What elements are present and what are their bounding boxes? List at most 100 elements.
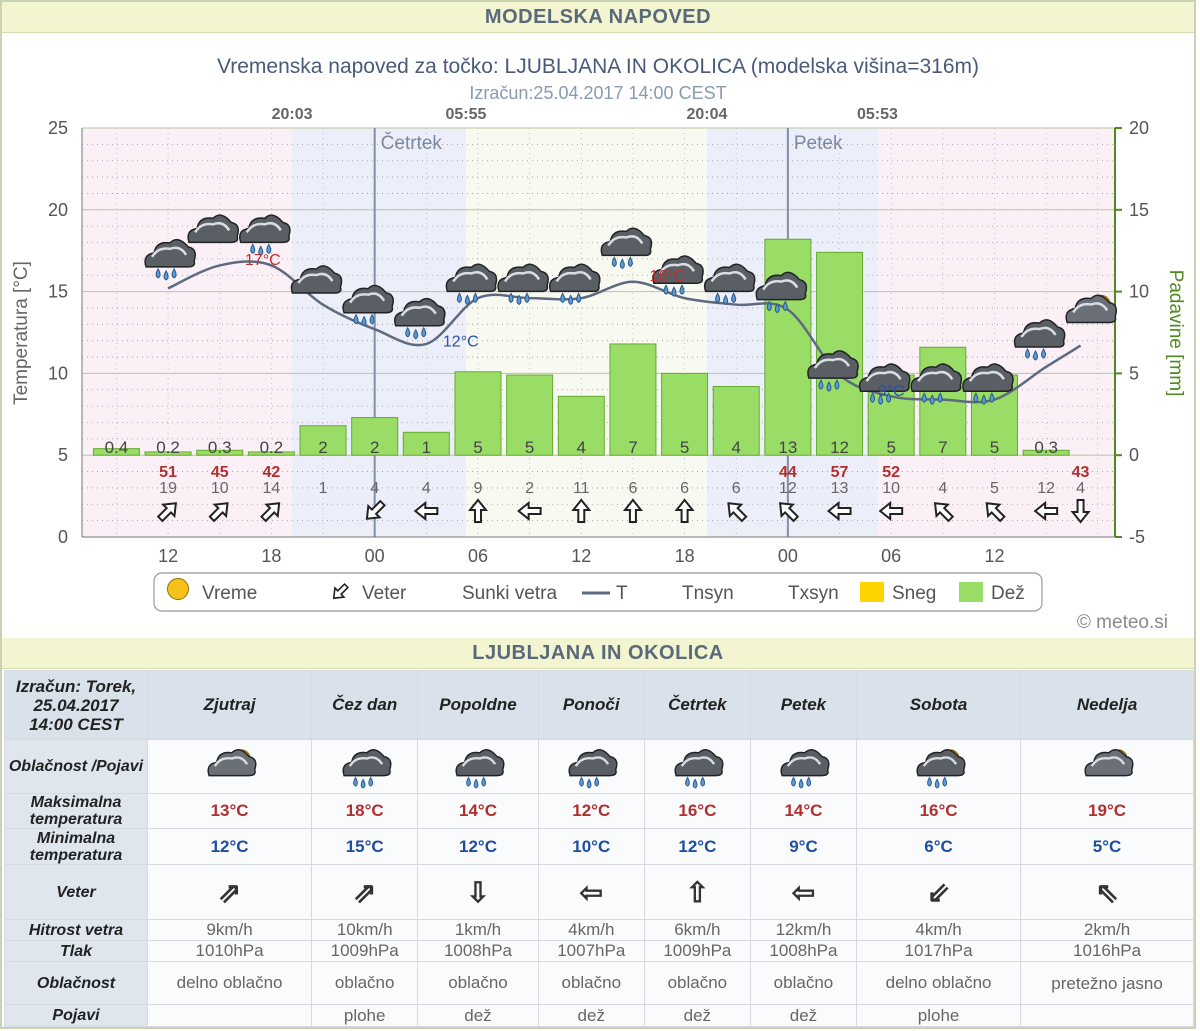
weather-icon-cell xyxy=(1020,739,1194,794)
rain-drop xyxy=(941,776,947,787)
background-band xyxy=(292,128,466,537)
cloud-highlight xyxy=(213,755,248,767)
precip-label: 5 xyxy=(680,438,689,457)
row-label-tmax-line2: temperatura xyxy=(29,811,123,828)
rain-cloud-icon xyxy=(910,363,963,405)
wind-arrow-icon xyxy=(933,502,955,523)
cloud-shape xyxy=(393,297,446,327)
precip-label: 4 xyxy=(577,438,586,457)
rain-drop xyxy=(464,294,470,305)
rain-cloud-icon xyxy=(342,748,392,788)
cloud-cover-value: oblačno xyxy=(643,961,751,1005)
rain-drop xyxy=(934,777,940,788)
temperature-annotation: 16°C xyxy=(649,268,685,285)
rain-drop xyxy=(878,394,884,405)
wind-arrow-icon xyxy=(365,499,386,520)
rain-drop xyxy=(782,300,788,312)
wind-gust-value: 43 xyxy=(1072,464,1090,481)
precip-label: 2 xyxy=(370,438,379,457)
cloud-highlight xyxy=(922,755,957,767)
rain-drop xyxy=(524,292,530,303)
rain-cloud-icon xyxy=(455,748,505,788)
cloud-shape xyxy=(497,263,549,293)
pressure-value: 1010hPa xyxy=(146,940,313,962)
sun-rain-icon xyxy=(916,748,966,788)
precip-label: 5 xyxy=(990,438,999,457)
cloud-shape xyxy=(1084,748,1134,776)
table-weather-icon xyxy=(207,748,257,776)
row-label-speed: Hitrost vetra xyxy=(4,919,148,941)
corner-line-3: 14:00 CEST xyxy=(29,714,123,734)
pressure-value: 1017hPa xyxy=(855,940,1022,962)
col-nedelja: Nedelja xyxy=(1020,670,1194,740)
y-tick-left: 20 xyxy=(48,200,68,220)
precip-bar xyxy=(764,238,812,456)
wind-arrow-icon xyxy=(1033,500,1059,522)
x-tick-label: 18 xyxy=(675,546,695,566)
wind-arrow-shape xyxy=(622,498,644,523)
sun-time-label: 05:53 xyxy=(857,106,898,123)
weather-icon-cell xyxy=(855,739,1022,794)
rain-drop xyxy=(826,381,832,392)
sun-cloud-icon xyxy=(1084,748,1134,776)
cloud-shape xyxy=(568,748,618,776)
wind-arrow-icon xyxy=(622,498,644,523)
rain-cloud-icon xyxy=(548,263,601,305)
wind-arrow-shape xyxy=(674,498,695,523)
cloud-highlight xyxy=(461,755,497,767)
rain-drop xyxy=(937,392,943,403)
row-label-tmax: Maksimalna temperatura xyxy=(4,793,148,829)
rain-cloud-icon xyxy=(674,748,724,788)
rain-cloud-icon xyxy=(703,263,756,305)
wind-arrow-icon: ⇦ xyxy=(749,864,858,920)
wind-arrow-icon xyxy=(778,502,800,523)
rain-drop xyxy=(818,379,824,390)
cloud-highlight xyxy=(245,221,282,234)
precip-label: 0.2 xyxy=(156,438,180,457)
wind-speed-value: 12 xyxy=(779,480,797,497)
tmax-value: 16°C xyxy=(855,793,1022,829)
wind-arrow-shape xyxy=(1070,499,1091,524)
rain-drop xyxy=(973,392,979,403)
rain-cloud-icon xyxy=(807,350,859,392)
rain-drop xyxy=(586,777,592,788)
rain-drop xyxy=(679,284,685,295)
wind-arrow-shape xyxy=(985,502,1006,523)
phenomena-value: plohe xyxy=(311,1004,419,1027)
cloud-shape xyxy=(780,748,830,776)
phenomena-value: dež xyxy=(643,1004,751,1027)
wind-speed-value: 10km/h xyxy=(311,919,419,941)
weather-icon-cell xyxy=(146,739,313,794)
rain-cloud-icon xyxy=(1013,319,1066,361)
precip-bar xyxy=(1022,449,1070,456)
y-tick-left: 10 xyxy=(48,363,68,383)
cloud-shape xyxy=(703,263,756,293)
tmin-value: 15°C xyxy=(311,828,419,865)
legend-veter: Veter xyxy=(362,583,407,604)
wind-speed-value: 1 xyxy=(319,480,328,497)
pressure-value: 1016hPa xyxy=(1020,940,1194,962)
table-weather-icon-group xyxy=(342,748,392,788)
legend-sunki-vetra: Sunki vetra xyxy=(462,583,557,604)
cloud-highlight xyxy=(762,279,799,291)
col-cetrtek: Četrtek xyxy=(643,670,751,740)
wind-gust-value: 57 xyxy=(831,464,849,481)
sun-time-label: 05:55 xyxy=(445,106,486,123)
tmin-value: 9°C xyxy=(749,828,858,865)
cloud-shape xyxy=(1013,319,1066,348)
rain-drop xyxy=(560,292,566,303)
legend-tnsyn: Tnsyn xyxy=(682,583,734,604)
wind-arrow-icon xyxy=(413,500,439,522)
cloud-cover-value: oblačno xyxy=(417,961,539,1005)
col-popoldne: Popoldne xyxy=(417,670,539,740)
precip-bar xyxy=(196,449,244,456)
rain-cloud-icon xyxy=(568,748,618,788)
cloud-shape xyxy=(858,363,911,392)
precip-label: 1 xyxy=(422,438,431,457)
row-speed: Hitrost vetra 9km/h 10km/h 1km/h 4km/h 6… xyxy=(4,919,1194,941)
rain-drop xyxy=(473,777,479,788)
rain-drop xyxy=(791,776,797,787)
cloud-shape xyxy=(342,284,394,314)
weather-icon-cell xyxy=(749,739,858,794)
